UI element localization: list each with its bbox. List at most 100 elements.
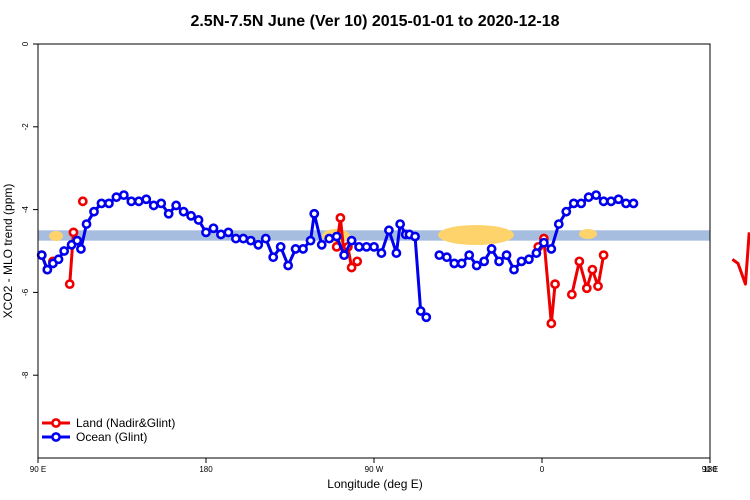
data-point xyxy=(621,198,631,209)
data-point xyxy=(141,194,152,205)
data-point xyxy=(509,264,519,275)
data-point xyxy=(223,227,234,238)
data-point xyxy=(494,256,504,267)
data-point xyxy=(591,190,602,201)
data-point xyxy=(253,239,264,250)
data-point xyxy=(546,244,557,254)
data-point xyxy=(587,264,598,275)
data-point xyxy=(546,318,557,329)
reference-band xyxy=(38,230,710,241)
data-point xyxy=(538,237,549,248)
sun-glyph xyxy=(579,229,597,239)
data-point xyxy=(283,260,294,271)
data-point xyxy=(566,289,577,300)
data-point xyxy=(59,246,70,256)
legend: Land (Nadir&Glint)Ocean (Glint) xyxy=(42,416,175,444)
y-tick-label: -4 xyxy=(21,205,30,213)
data-point xyxy=(553,219,564,229)
data-point xyxy=(384,225,394,236)
data-point xyxy=(576,198,587,209)
y-axis-label: XCO2 - MLO trend (ppm) xyxy=(1,184,15,319)
data-point xyxy=(156,198,167,209)
legend-marker xyxy=(51,432,61,442)
y-tick-label: -2 xyxy=(21,123,30,131)
data-point xyxy=(561,206,572,217)
series-line xyxy=(570,254,606,295)
data-point xyxy=(133,196,144,207)
data-point xyxy=(434,250,445,261)
data-point xyxy=(550,279,560,290)
x-tick-label: 90 W xyxy=(365,465,384,474)
data-point xyxy=(524,254,534,265)
data-point xyxy=(118,190,129,201)
data-point xyxy=(216,229,226,240)
data-point xyxy=(76,244,86,254)
data-point xyxy=(598,250,609,261)
data-point xyxy=(568,198,579,209)
data-point xyxy=(53,254,64,265)
data-point xyxy=(335,212,346,223)
data-point xyxy=(464,250,475,261)
data-point xyxy=(449,258,460,269)
series-ocean xyxy=(36,190,639,323)
data-point xyxy=(163,208,174,219)
data-point xyxy=(201,227,211,238)
data-point xyxy=(148,200,159,211)
data-point xyxy=(486,244,497,254)
data-point xyxy=(298,244,308,254)
data-point xyxy=(516,256,527,267)
data-point xyxy=(613,194,624,205)
data-point xyxy=(410,231,420,242)
data-point xyxy=(77,196,88,207)
data-point xyxy=(245,235,256,246)
sun-glyph xyxy=(438,225,514,245)
data-point xyxy=(186,210,196,221)
data-point xyxy=(68,227,79,238)
data-point xyxy=(275,241,286,252)
data-point xyxy=(574,256,585,267)
y-tick-label: 0 xyxy=(21,41,30,46)
data-point xyxy=(290,244,301,254)
data-point xyxy=(104,198,114,209)
data-point xyxy=(96,198,107,209)
data-point xyxy=(391,248,402,258)
data-point xyxy=(593,281,603,292)
data-point xyxy=(415,306,426,316)
data-point xyxy=(171,200,182,211)
data-point xyxy=(126,196,137,207)
data-point xyxy=(583,192,594,203)
data-point xyxy=(581,283,592,294)
data-point xyxy=(268,252,279,263)
data-point xyxy=(369,241,379,252)
data-point xyxy=(81,219,92,229)
data-point xyxy=(471,260,482,271)
x-tick-label: 90 E xyxy=(30,465,46,474)
data-point xyxy=(178,206,189,217)
data-point xyxy=(346,235,357,246)
series-line xyxy=(731,232,750,286)
x-tick-label: 90 E xyxy=(702,465,718,474)
data-point xyxy=(64,279,75,290)
data-point xyxy=(501,250,512,261)
y-tick-label: -6 xyxy=(21,288,30,296)
data-point xyxy=(309,208,320,219)
data-point xyxy=(598,196,609,207)
chart-title: 2.5N-7.5N June (Ver 10) 2015-01-01 to 20… xyxy=(190,13,559,30)
data-point xyxy=(628,198,639,209)
data-point xyxy=(376,248,387,258)
data-point xyxy=(238,233,249,244)
data-point xyxy=(531,248,542,258)
data-point xyxy=(193,215,204,225)
data-point xyxy=(479,256,490,267)
data-point xyxy=(421,312,432,323)
data-point xyxy=(111,192,122,203)
data-point xyxy=(441,252,452,263)
legend-marker xyxy=(51,418,61,428)
data-point xyxy=(456,258,467,269)
data-point xyxy=(606,196,616,207)
x-tick-label: 180 xyxy=(703,465,717,474)
x-tick-label: 180 xyxy=(199,465,213,474)
data-point xyxy=(230,233,241,244)
